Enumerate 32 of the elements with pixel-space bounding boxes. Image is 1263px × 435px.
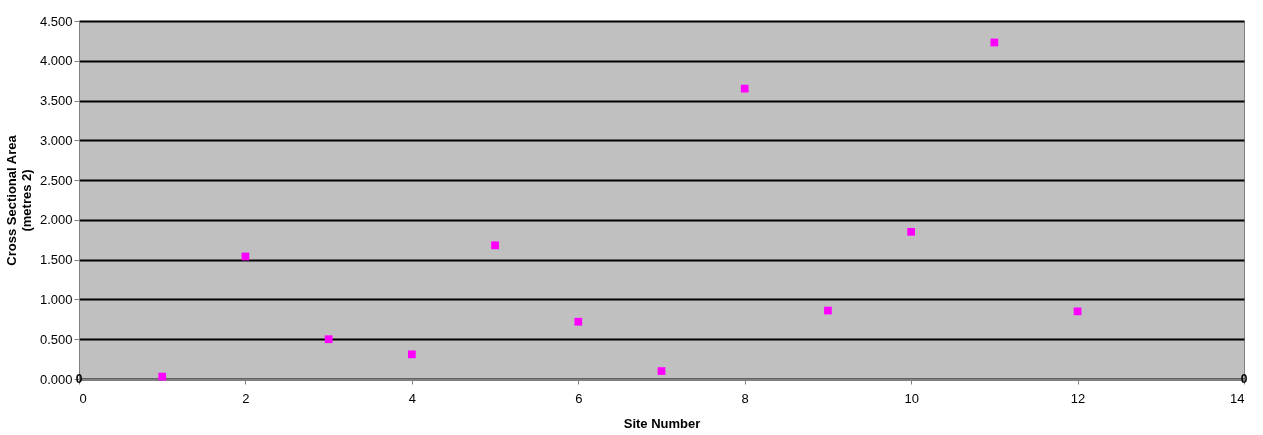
- y-tick-label: 2.000: [39, 212, 73, 228]
- annotation: 0: [75, 372, 83, 386]
- point: [158, 372, 167, 381]
- x-tick-label: 6: [575, 390, 583, 406]
- y-tick-label: 1.000: [39, 291, 73, 307]
- point: [324, 335, 333, 344]
- point: [574, 317, 583, 326]
- y-tick-label: 2.500: [39, 172, 73, 188]
- y-tick-label: 3.000: [39, 132, 73, 148]
- y-tick-label: 3.500: [39, 93, 73, 109]
- x-tick-label: 14: [1230, 390, 1245, 406]
- y-tick-label: 4.500: [39, 13, 73, 29]
- point: [824, 306, 832, 315]
- x-axis-title: Site Number: [623, 415, 701, 431]
- point: [657, 367, 666, 375]
- x-tick-label: 4: [408, 390, 416, 406]
- point: [990, 38, 999, 47]
- y-tick-label: 4.000: [39, 53, 73, 69]
- y-tick-label: 1.500: [39, 252, 73, 268]
- x-tick-label: 2: [242, 390, 250, 406]
- point: [491, 241, 499, 250]
- y-tick-label: 0.000: [39, 371, 73, 387]
- annotation: 0: [1240, 372, 1248, 386]
- point: [907, 227, 916, 236]
- x-tick-label: 0: [79, 390, 87, 406]
- x-tick-label: 12: [1070, 390, 1086, 406]
- x-tick-label: 10: [904, 390, 919, 406]
- x-tick-label: 8: [741, 390, 749, 406]
- y-tick-label: 0.500: [39, 331, 73, 347]
- point: [407, 350, 416, 359]
- y-axis-title: Cross Sectional Area (metres 2): [3, 134, 34, 266]
- point: [740, 84, 749, 93]
